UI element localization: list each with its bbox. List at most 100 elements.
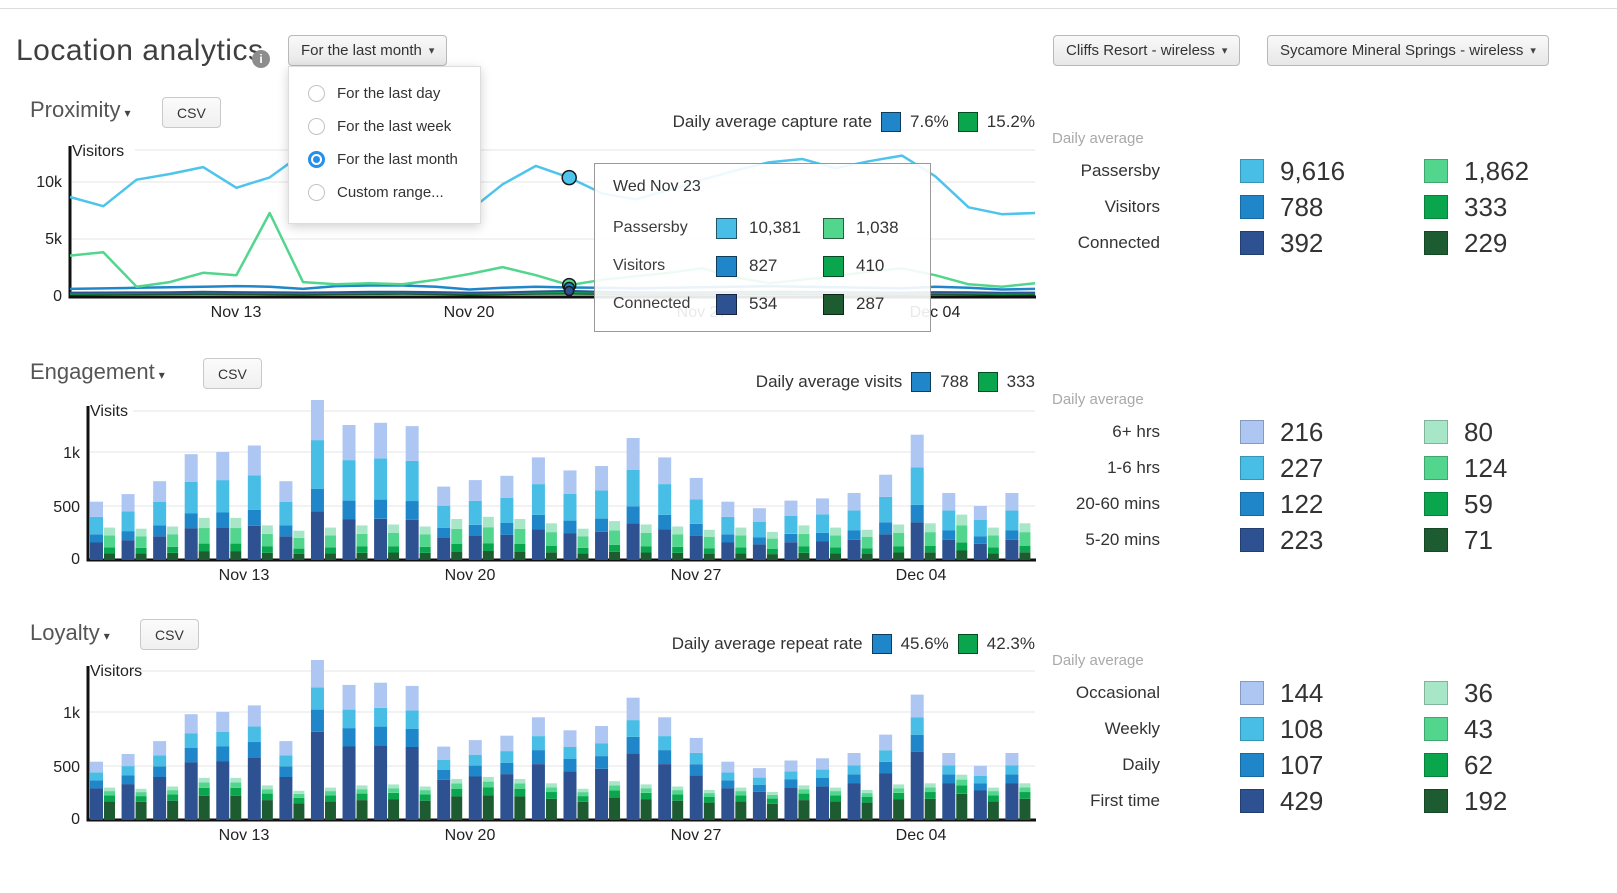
site-dropdown-cliffs[interactable]: Cliffs Resort - wireless <box>1053 35 1241 66</box>
daily-average-value: 71 <box>1464 524 1493 555</box>
daily-average-row: 6+ hrs 216 80 <box>1040 414 1610 450</box>
svg-text:0: 0 <box>53 288 62 305</box>
engagement-bar-chart[interactable]: 1k 500 0 Nov 13 Nov 20 Nov 27 Dec 04 Visits <box>0 400 1045 590</box>
green-swatch <box>1424 789 1448 813</box>
blue-swatch <box>911 372 932 392</box>
loyalty-daily-average-panel: Daily average Occasional 144 36 Weekly 108 43… <box>1040 652 1610 819</box>
engagement-csv-button[interactable]: CSV <box>203 358 262 389</box>
daily-average-value: 107 <box>1280 749 1324 780</box>
row-label: Weekly <box>1104 719 1160 738</box>
section-title-loyalty[interactable]: Loyalty <box>30 620 110 646</box>
loyalty-legend: Daily average repeat rate 45.6% 42.3% <box>0 634 1035 654</box>
green-swatch <box>1424 159 1448 183</box>
daily-average-value: 392 <box>1280 227 1324 258</box>
radio-icon <box>308 184 325 201</box>
time-range-menu: For the last day For the last week For the… <box>288 66 481 224</box>
green-swatch <box>977 372 998 392</box>
daily-average-value: 216 <box>1280 416 1324 447</box>
svg-text:Nov 27: Nov 27 <box>671 567 722 584</box>
tooltip-row: Passersby 10,381 1,038 <box>613 217 899 239</box>
blue-swatch <box>1240 456 1264 480</box>
info-icon[interactable]: i <box>252 50 270 68</box>
loyalty-legend-green-value: 42.3% <box>986 634 1035 653</box>
svg-text:Dec 04: Dec 04 <box>896 827 947 844</box>
loyalty-bar-chart[interactable]: 1k 500 0 Nov 13 Nov 20 Nov 27 Dec 04 Visitors <box>0 660 1045 850</box>
section-title-engagement[interactable]: Engagement <box>30 359 165 385</box>
row-label: Passersby <box>1080 161 1160 180</box>
proximity-daily-average-panel: Daily average Passersby 9,616 1,862 Visitor… <box>1040 130 1610 261</box>
svg-text:Nov 13: Nov 13 <box>219 567 270 584</box>
loyalty-csv-button[interactable]: CSV <box>140 619 199 650</box>
svg-text:Nov 20: Nov 20 <box>445 567 496 584</box>
time-range-option-2[interactable]: For the last week <box>289 110 480 143</box>
svg-text:10k: 10k <box>36 174 63 191</box>
daily-average-value: 429 <box>1280 785 1324 816</box>
svg-text:0: 0 <box>71 551 80 568</box>
blue-swatch <box>1240 195 1264 219</box>
time-range-option-3[interactable]: For the last month <box>289 143 480 176</box>
proximity-legend: Daily average capture rate 7.6% 15.2% <box>0 112 1035 132</box>
blue-swatch <box>1240 789 1264 813</box>
svg-text:1k: 1k <box>63 705 81 722</box>
green-swatch <box>1424 528 1448 552</box>
row-label: Occasional <box>1075 683 1160 702</box>
green-swatch <box>1424 753 1448 777</box>
daily-average-row: First time 429 192 <box>1040 783 1610 819</box>
blue-swatch <box>1240 528 1264 552</box>
daily-average-value: 80 <box>1464 416 1493 447</box>
chart-tooltip: Wed Nov 23 Passersby 10,381 1,038 Visitors 8… <box>594 163 931 332</box>
loyalty-legend-label: Daily average repeat rate <box>671 634 863 653</box>
chevron-down-icon <box>429 44 435 57</box>
green-swatch <box>1424 717 1448 741</box>
site-dropdown-sycamore[interactable]: Sycamore Mineral Springs - wireless <box>1267 35 1549 66</box>
daily-average-value: 108 <box>1280 713 1324 744</box>
svg-text:5k: 5k <box>45 231 63 248</box>
daily-average-title: Daily average <box>1052 652 1144 669</box>
row-label: 1-6 hrs <box>1107 458 1160 477</box>
svg-text:Nov 20: Nov 20 <box>445 827 496 844</box>
tooltip-row: Visitors 827 410 <box>613 255 885 277</box>
row-label: 5-20 mins <box>1085 530 1160 549</box>
blue-swatch <box>1240 492 1264 516</box>
blue-swatch <box>881 112 902 132</box>
proximity-legend-label: Daily average capture rate <box>672 112 873 131</box>
engagement-daily-average-panel: Daily average 6+ hrs 216 80 1-6 hrs 227 124 20… <box>1040 391 1610 558</box>
blue-swatch <box>1240 753 1264 777</box>
green-swatch <box>957 112 978 132</box>
time-range-option-4[interactable]: Custom range... <box>289 176 480 209</box>
daily-average-value: 788 <box>1280 191 1324 222</box>
svg-text:500: 500 <box>53 499 80 516</box>
engagement-legend-blue-value: 788 <box>940 372 969 391</box>
blue-swatch <box>1240 420 1264 444</box>
svg-text:Nov 27: Nov 27 <box>671 827 722 844</box>
green-swatch <box>1424 195 1448 219</box>
green-swatch <box>1424 681 1448 705</box>
site-cliffs-label: Cliffs Resort - wireless <box>1066 42 1215 59</box>
proximity-csv-button[interactable]: CSV <box>162 97 221 128</box>
green-swatch <box>1424 420 1448 444</box>
time-range-dropdown-button[interactable]: For the last month <box>288 35 448 66</box>
daily-average-value: 192 <box>1464 785 1508 816</box>
daily-average-value: 229 <box>1464 227 1508 258</box>
section-title-proximity[interactable]: Proximity <box>30 97 130 123</box>
svg-text:Nov 13: Nov 13 <box>211 304 262 321</box>
daily-average-row: Connected 392 229 <box>1040 225 1610 261</box>
tooltip-date: Wed Nov 23 <box>613 178 701 195</box>
daily-average-value: 43 <box>1464 713 1493 744</box>
page-title: Location analytics <box>16 34 264 67</box>
time-range-option-1[interactable]: For the last day <box>289 77 480 110</box>
svg-text:Visitors: Visitors <box>90 663 142 680</box>
radio-icon <box>308 118 325 135</box>
svg-text:Dec 04: Dec 04 <box>896 567 947 584</box>
daily-average-value: 59 <box>1464 488 1493 519</box>
proximity-legend-blue-value: 7.6% <box>910 112 949 131</box>
daily-average-row: Daily 107 62 <box>1040 747 1610 783</box>
daily-average-row: Visitors 788 333 <box>1040 189 1610 225</box>
row-label: Connected <box>1077 233 1160 252</box>
top-divider <box>0 8 1617 9</box>
blue-swatch <box>1240 231 1264 255</box>
row-label: Daily <box>1122 755 1160 774</box>
daily-average-value: 1,862 <box>1464 155 1530 186</box>
daily-average-value: 144 <box>1280 677 1324 708</box>
daily-average-value: 9,616 <box>1280 155 1346 186</box>
